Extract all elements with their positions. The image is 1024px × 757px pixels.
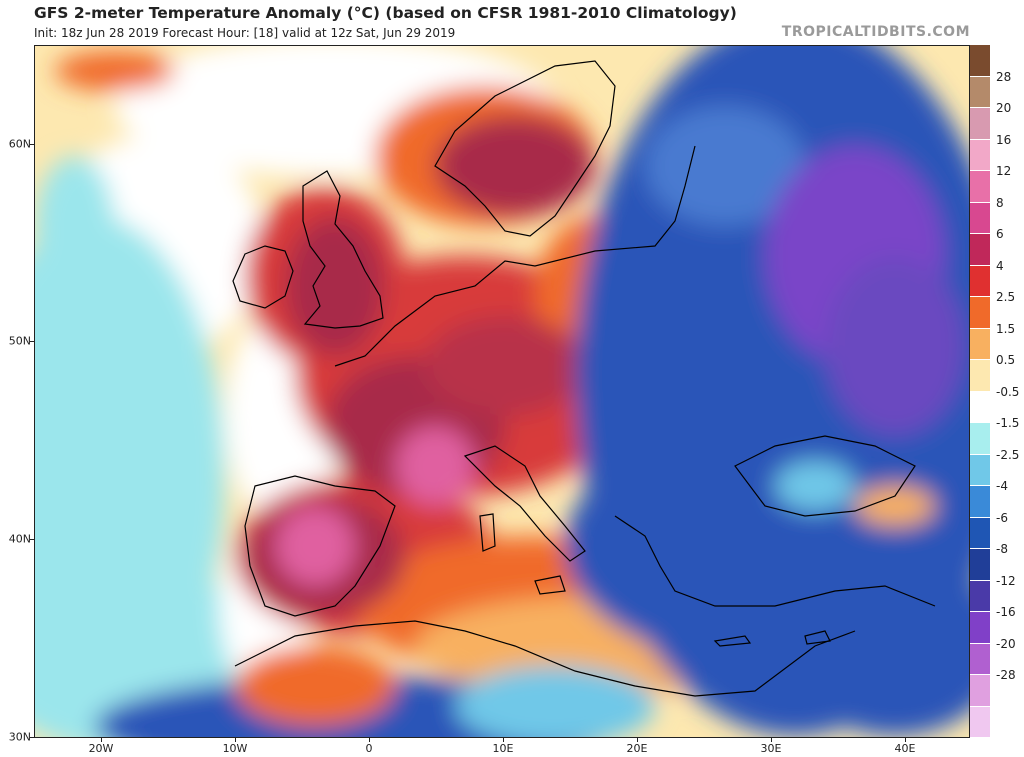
colorbar-swatch: [970, 517, 990, 549]
lat-label-50n: 50N: [8, 334, 31, 348]
lon-label-10w: 10W: [222, 742, 248, 755]
lat-label-60n: 60N: [8, 137, 31, 151]
colorbar-swatch: [970, 454, 990, 486]
colorbar-swatch: [970, 360, 990, 392]
lat-label-30n: 30N: [8, 730, 31, 744]
colorbar-label: 4: [996, 258, 1004, 273]
lon-label-20e: 20E: [626, 742, 648, 755]
lon-label-30e: 30E: [760, 742, 782, 755]
lon-tick: [101, 738, 102, 742]
colorbar-label: 16: [996, 132, 1012, 147]
colorbar-label: -0.5: [996, 384, 1020, 399]
map-title: GFS 2-meter Temperature Anomaly (°C) (ba…: [34, 4, 737, 22]
colorbar-swatch: [970, 265, 990, 297]
colorbar-swatch: [970, 202, 990, 234]
brand-watermark: TROPICALTIDBITS.COM: [781, 24, 970, 40]
lon-label-0: 0: [365, 742, 373, 755]
lon-label-10e: 10E: [492, 742, 514, 755]
temperature-anomaly-map[interactable]: [34, 45, 970, 738]
colorbar-swatch: [970, 139, 990, 171]
colorbar-swatch: [970, 171, 990, 203]
colorbar-swatch: [970, 391, 990, 423]
lat-tick: [30, 539, 34, 540]
colorbar-swatch: [970, 328, 990, 360]
lat-tick: [30, 144, 34, 145]
colorbar-swatch: [970, 580, 990, 612]
colorbar-swatch: [970, 675, 990, 707]
colorbar-label: -1.5: [996, 416, 1020, 430]
colorbar-label: -6: [996, 510, 1008, 525]
lon-label-20w: 20W: [88, 742, 114, 755]
colorbar-swatch: [970, 76, 990, 108]
lon-tick: [369, 738, 370, 742]
anomaly-field: [35, 46, 969, 737]
colorbar-label: -2.5: [996, 447, 1020, 462]
forecast-info: Init: 18z Jun 28 2019 Forecast Hour: [18…: [34, 26, 456, 40]
colorbar-label: 28: [996, 69, 1012, 84]
lon-tick: [771, 738, 772, 742]
lon-label-40e: 40E: [894, 742, 916, 755]
lon-tick: [905, 738, 906, 742]
colorbar-swatch: [970, 612, 990, 644]
colorbar-label: 0.5: [996, 353, 1016, 367]
colorbar-swatch: [970, 486, 990, 518]
colorbar-swatch: [970, 45, 990, 77]
lat-label-40n: 40N: [8, 532, 31, 546]
colorbar-label: 1.5: [996, 321, 1016, 336]
colorbar-label: -20: [996, 636, 1016, 651]
colorbar-label: -4: [996, 479, 1008, 493]
lon-tick: [637, 738, 638, 742]
colorbar-label: 2.5: [996, 290, 1016, 304]
colorbar-swatch: [970, 706, 990, 738]
colorbar-label: -28: [996, 668, 1016, 682]
lon-tick: [503, 738, 504, 742]
color-scale-legend: 28 20 16 12 8 6 4 2.5 1.5 0.5 -0.5 -1.5 -2.5 -4 -6 -8 -1…: [970, 45, 1024, 738]
colorbar-label: 6: [996, 227, 1004, 241]
colorbar-label: 8: [996, 195, 1004, 210]
colorbar-swatch: [970, 297, 990, 329]
colorbar-label: -8: [996, 542, 1008, 556]
colorbar-swatch: [970, 549, 990, 581]
lat-tick: [30, 341, 34, 342]
colorbar-label: -16: [996, 605, 1016, 619]
colorbar-swatch: [970, 234, 990, 266]
coastlines: [232, 60, 936, 697]
colorbar-swatch: [970, 108, 990, 140]
colorbar-label: 12: [996, 164, 1012, 178]
colorbar-swatch: [970, 643, 990, 675]
lat-tick: [30, 737, 34, 738]
colorbar-label: -12: [996, 573, 1016, 588]
colorbar-label: 20: [996, 101, 1012, 115]
colorbar-swatch: [970, 423, 990, 455]
lon-tick: [235, 738, 236, 742]
